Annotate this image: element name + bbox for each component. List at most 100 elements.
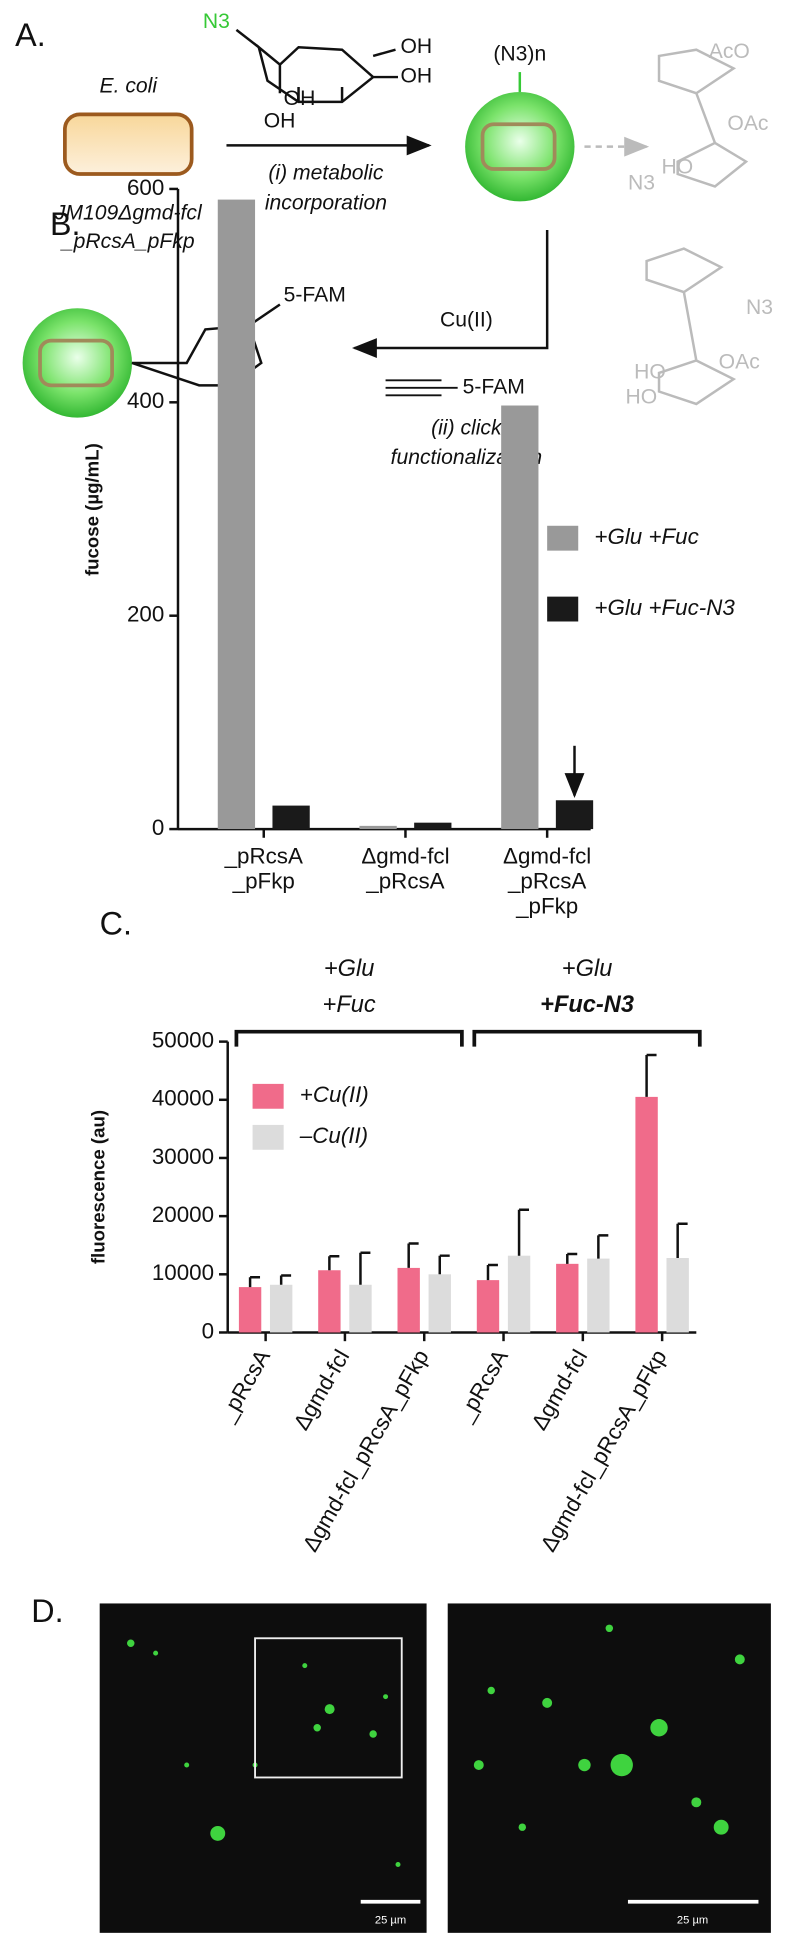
panel-d: D. 25 µm 25 µm: [31, 1593, 771, 1933]
legend-label: +Cu(II): [300, 1082, 369, 1107]
error-bar: [279, 1274, 292, 1285]
oh: OH: [264, 109, 296, 132]
sugar-structure: [256, 43, 398, 104]
bar: [635, 1096, 658, 1333]
glycan-structure: [645, 48, 749, 406]
group-bracket: [472, 1029, 702, 1047]
glycan-label: HO: [634, 360, 666, 383]
y-tick-label: 40000: [152, 1086, 214, 1111]
alkyne: [385, 379, 458, 397]
labeled-cell: [465, 91, 575, 202]
bar: [556, 1263, 579, 1333]
glycan-label: HO: [662, 155, 694, 178]
x-tick-label: _pRcsA _pFkp: [224, 844, 303, 894]
error-bar: [438, 1254, 450, 1275]
y-tick-label: 600: [127, 175, 164, 200]
bar: [217, 199, 256, 830]
panel-a: A. E. coli JM109Δgmd-fcl _pRcsA_pFkp N3 …: [15, 10, 773, 469]
bar: [501, 405, 539, 830]
group-label: +Glu: [324, 956, 375, 982]
product-dye: 5-FAM: [284, 283, 346, 306]
cell-azide: (N3)n: [493, 42, 546, 65]
cell: [38, 338, 114, 388]
cell: [480, 122, 557, 171]
organism: E. coli: [100, 75, 159, 98]
bar: [272, 805, 310, 830]
panel-label: B.: [50, 206, 81, 242]
legend-swatch: [547, 525, 579, 551]
step-label: (i) metabolic: [268, 162, 383, 185]
glycan-label: OAc: [719, 351, 760, 374]
y-tick-label: 0: [152, 815, 164, 840]
azide: N3: [203, 10, 230, 33]
glycan-label: AcO: [709, 40, 750, 63]
bar: [414, 822, 452, 830]
labeled-cell: [22, 308, 133, 418]
alkyne-dye: 5-FAM: [463, 375, 525, 398]
group-label: +Glu: [562, 956, 613, 982]
step-label: incorporation: [265, 191, 387, 214]
panel-label: A.: [15, 17, 46, 53]
arrow: [352, 229, 549, 358]
zoom-box: [254, 1637, 403, 1779]
glycan-label: HO: [625, 385, 657, 408]
error-bar: [407, 1242, 419, 1268]
cells: [127, 1624, 745, 1867]
error-bar: [248, 1275, 261, 1288]
bar: [428, 1274, 451, 1333]
strain: _pRcsA_pFkp: [60, 230, 195, 253]
oh: OH: [400, 65, 432, 88]
scale-label: 25 µm: [375, 1914, 406, 1926]
micrograph: [99, 1603, 427, 1933]
group-label: +Fuc-N3: [540, 992, 634, 1018]
bar: [555, 800, 594, 830]
x-tick-label: Δgmd-fcl: [289, 1345, 355, 1434]
bar: [359, 825, 397, 830]
x-tick-label: _pRcsA: [452, 1345, 513, 1426]
strain: JM109Δgmd-fcl: [54, 201, 203, 224]
group-bracket: [234, 1029, 464, 1047]
legend-label: +Glu +Fuc-N3: [594, 595, 735, 620]
legend-swatch: [547, 596, 579, 622]
y-tick-label: 0: [202, 1318, 214, 1343]
scale-label: 25 µm: [677, 1914, 708, 1926]
panel-label: C.: [100, 906, 132, 942]
bar: [269, 1284, 293, 1333]
bar: [349, 1284, 372, 1333]
glycan-label: OAc: [727, 112, 768, 135]
step-label: (ii) click: [431, 416, 503, 439]
bar: [238, 1287, 262, 1333]
x-tick-label: Δgmd-fcl_pRcsA_pFkp: [503, 844, 591, 919]
group-label: +Fuc: [323, 992, 376, 1018]
oh: OH: [284, 87, 316, 110]
y-tick-label: 30000: [152, 1144, 214, 1169]
y-tick-label: 400: [127, 388, 164, 413]
x-tick-label: Δgmd-fcl: [527, 1345, 593, 1434]
bar: [318, 1270, 341, 1333]
error-bar: [517, 1208, 530, 1256]
error-bar: [359, 1251, 371, 1285]
bar: [397, 1267, 420, 1333]
y-tick-label: 50000: [152, 1028, 214, 1053]
error-bar: [597, 1234, 609, 1259]
micrograph-zoom: [447, 1603, 771, 1933]
y-tick-label: 200: [127, 602, 164, 627]
legend-swatch: [252, 1124, 284, 1150]
legend-label: +Glu +Fuc: [594, 524, 698, 549]
y-axis-label: fucose (µg/mL): [81, 443, 102, 576]
reagent: Cu(II): [440, 308, 493, 331]
triazole: [131, 303, 281, 387]
error-bar: [676, 1222, 688, 1259]
y-axis-label: fluorescence (au): [88, 1110, 109, 1264]
error-bar: [566, 1252, 578, 1264]
y-tick-label: 20000: [152, 1202, 214, 1227]
panel-label: D.: [31, 1593, 63, 1629]
cell: [63, 112, 194, 176]
glycan-label: N3: [628, 172, 655, 195]
error-bar: [486, 1263, 498, 1281]
bond: [235, 28, 260, 49]
legend-label: –Cu(II): [299, 1123, 368, 1148]
glycan-label: N3: [746, 296, 773, 319]
y-tick-label: 10000: [152, 1260, 214, 1285]
